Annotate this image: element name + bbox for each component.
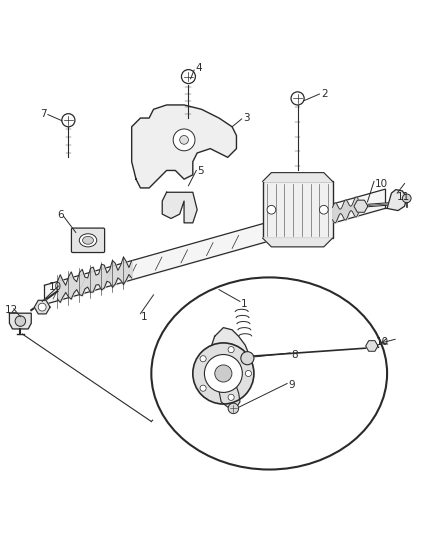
Text: 4: 4 [195, 63, 201, 73]
Polygon shape [366, 341, 378, 351]
Polygon shape [132, 105, 237, 188]
Circle shape [241, 352, 254, 365]
Ellipse shape [79, 234, 97, 247]
Circle shape [180, 135, 188, 144]
Circle shape [403, 194, 411, 203]
Circle shape [215, 365, 232, 382]
Polygon shape [201, 328, 250, 391]
Text: 7: 7 [40, 109, 46, 119]
Text: 11: 11 [397, 192, 410, 201]
Circle shape [62, 114, 75, 127]
Text: 10: 10 [49, 282, 62, 293]
Polygon shape [263, 238, 332, 247]
Circle shape [193, 343, 254, 404]
Text: 6: 6 [57, 210, 64, 220]
Text: 10: 10 [376, 337, 389, 346]
Ellipse shape [82, 236, 93, 244]
Text: 5: 5 [197, 166, 204, 176]
Text: 3: 3 [243, 113, 250, 123]
Circle shape [267, 205, 276, 214]
Text: 10: 10 [375, 179, 389, 189]
Circle shape [38, 303, 46, 311]
Circle shape [228, 394, 234, 400]
Circle shape [291, 92, 304, 105]
Polygon shape [387, 190, 407, 211]
Text: 1: 1 [241, 298, 247, 309]
Circle shape [200, 385, 206, 391]
Circle shape [205, 354, 242, 392]
Polygon shape [354, 200, 368, 212]
Polygon shape [219, 386, 240, 407]
Polygon shape [10, 313, 31, 329]
Circle shape [173, 129, 195, 151]
Circle shape [15, 316, 25, 326]
Polygon shape [34, 300, 50, 314]
Circle shape [228, 403, 239, 414]
Circle shape [200, 356, 206, 362]
Circle shape [319, 205, 328, 214]
FancyBboxPatch shape [71, 228, 105, 253]
Text: 8: 8 [291, 350, 298, 360]
Circle shape [181, 70, 195, 84]
Text: 1: 1 [141, 312, 147, 322]
Text: 2: 2 [321, 89, 328, 99]
Circle shape [228, 346, 234, 353]
Text: 12: 12 [5, 305, 18, 315]
Ellipse shape [151, 277, 387, 470]
Circle shape [245, 370, 251, 376]
Text: 9: 9 [288, 380, 295, 390]
FancyBboxPatch shape [263, 181, 332, 238]
Polygon shape [263, 173, 332, 181]
Polygon shape [162, 192, 197, 223]
